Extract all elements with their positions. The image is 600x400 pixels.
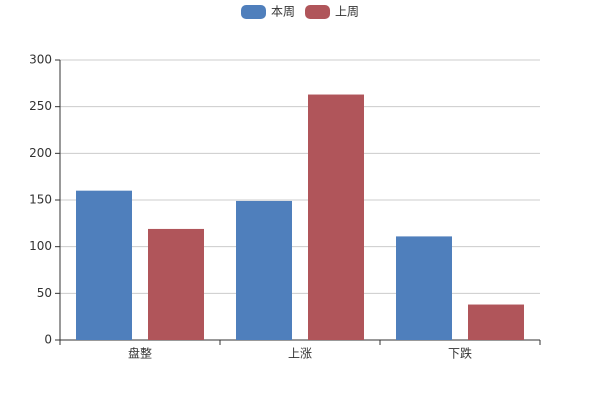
x-tick-label: 下跌 — [448, 346, 472, 361]
bar — [468, 304, 524, 340]
y-tick-label: 0 — [44, 333, 52, 347]
bar — [148, 228, 204, 340]
legend-label[interactable]: 本周 — [271, 5, 295, 19]
y-tick-label: 200 — [29, 146, 52, 160]
y-tick-label: 150 — [29, 193, 52, 207]
y-tick-label: 100 — [29, 239, 52, 253]
bar — [236, 200, 292, 340]
legend-swatch[interactable] — [305, 5, 331, 19]
legend-label[interactable]: 上周 — [335, 5, 359, 19]
legend-swatch[interactable] — [241, 5, 266, 19]
x-tick-label: 盘整 — [128, 346, 152, 361]
x-tick-label: 上涨 — [288, 346, 312, 361]
y-tick-label: 250 — [29, 99, 52, 113]
y-tick-label: 300 — [29, 53, 52, 67]
bar — [308, 94, 364, 341]
bar — [76, 190, 132, 340]
bar — [396, 236, 452, 340]
y-tick-label: 50 — [37, 286, 52, 300]
